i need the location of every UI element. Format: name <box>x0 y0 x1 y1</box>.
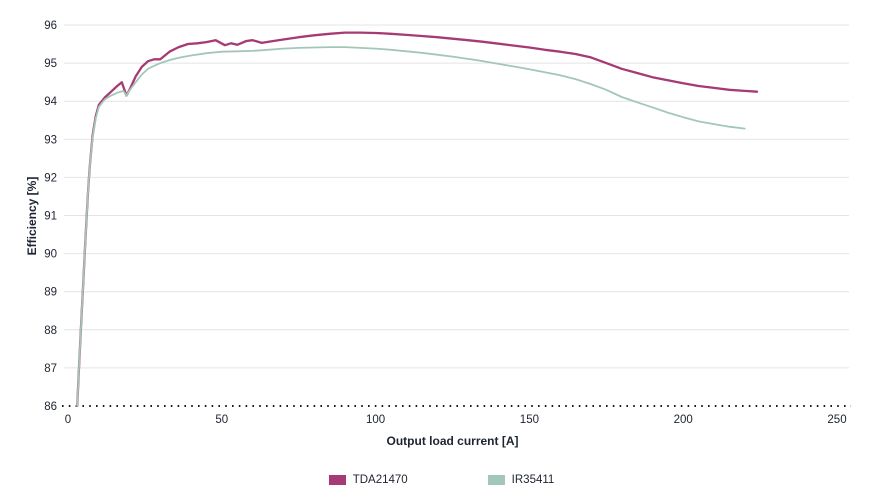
legend-swatch-ir35411 <box>487 475 505 485</box>
legend-label: IR35411 <box>511 474 555 486</box>
y-tick-label: 93 <box>44 134 57 146</box>
x-tick-label: 0 <box>65 414 71 426</box>
x-tick-label: 100 <box>366 414 385 426</box>
y-tick-label: 86 <box>44 401 57 413</box>
x-tick-label: 150 <box>520 414 539 426</box>
x-tick-label: 50 <box>215 414 228 426</box>
legend-item-ir35411: IR35411 <box>487 474 555 486</box>
y-axis-title: Efficiency [%] <box>25 176 39 256</box>
y-tick-label: 91 <box>44 211 57 223</box>
legend-label: TDA21470 <box>352 474 408 486</box>
x-axis-title: Output load current [A] <box>386 434 519 448</box>
legend-swatch-tda21470 <box>328 475 346 485</box>
y-tick-label: 88 <box>44 325 57 337</box>
y-tick-label: 87 <box>44 363 57 375</box>
y-tick-label: 89 <box>44 287 57 299</box>
y-tick-label: 92 <box>44 172 57 184</box>
y-tick-label: 94 <box>44 96 57 108</box>
y-tick-label: 95 <box>44 58 57 70</box>
y-tick-label: 90 <box>44 249 57 261</box>
legend: TDA21470 IR35411 <box>0 474 883 486</box>
x-tick-label: 200 <box>674 414 693 426</box>
series-line-tda21470 <box>76 31 759 408</box>
y-tick-label: 96 <box>44 20 57 32</box>
x-tick-label: 250 <box>827 414 846 426</box>
series-line-ir35411 <box>76 46 746 407</box>
legend-item-tda21470: TDA21470 <box>328 474 408 486</box>
